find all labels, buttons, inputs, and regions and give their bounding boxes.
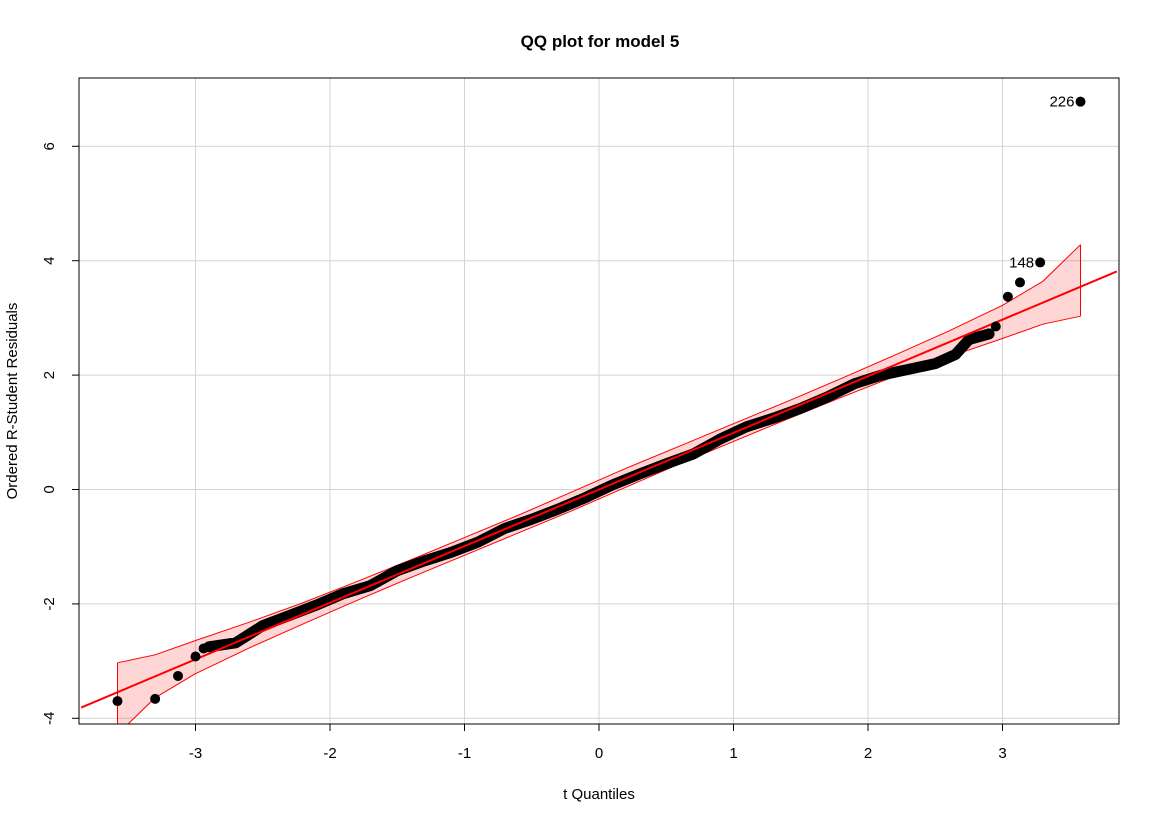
data-point xyxy=(1035,257,1046,268)
data-point xyxy=(150,693,161,704)
data-point xyxy=(1014,277,1025,288)
band-upper-line xyxy=(117,244,1081,664)
band-fill xyxy=(117,244,1081,724)
grid-lines xyxy=(79,78,1119,724)
data-point xyxy=(112,696,123,707)
x-tick-label: 1 xyxy=(729,745,737,762)
y-tick-label: 0 xyxy=(41,485,58,493)
x-tick-label: -1 xyxy=(458,745,471,762)
chart-title: QQ plot for model 5 xyxy=(521,32,680,51)
reference-line xyxy=(80,270,1118,709)
x-tick-label: -3 xyxy=(189,745,202,762)
y-tick-label: 2 xyxy=(41,371,58,379)
outlier-points: 148 226 xyxy=(112,94,1086,707)
y-tick-label: 4 xyxy=(41,257,58,265)
x-axis: -3 -2 -1 0 1 2 3 xyxy=(189,724,1007,762)
y-tick-label: -2 xyxy=(41,597,58,610)
y-axis-label: Ordered R-Student Residuals xyxy=(4,303,21,500)
dense-point-cloud xyxy=(203,328,995,653)
x-tick-label: -2 xyxy=(323,745,336,762)
data-point xyxy=(173,670,184,681)
point-label: 148 xyxy=(1009,254,1034,271)
data-point xyxy=(198,643,209,654)
reference-line-group xyxy=(80,270,1118,709)
data-point xyxy=(190,651,201,662)
data-point xyxy=(1002,291,1013,302)
x-tick-label: 2 xyxy=(864,745,872,762)
y-tick-label: 6 xyxy=(41,142,58,150)
data-point xyxy=(1075,96,1086,107)
x-tick-label: 0 xyxy=(595,745,603,762)
data-point xyxy=(990,321,1001,332)
y-axis: -4 -2 0 2 4 6 xyxy=(41,142,79,725)
point-label: 226 xyxy=(1049,94,1074,111)
dense-points xyxy=(203,328,995,653)
y-tick-label: -4 xyxy=(41,712,58,725)
x-axis-label: t Quantiles xyxy=(563,786,635,803)
x-tick-label: 3 xyxy=(998,745,1006,762)
